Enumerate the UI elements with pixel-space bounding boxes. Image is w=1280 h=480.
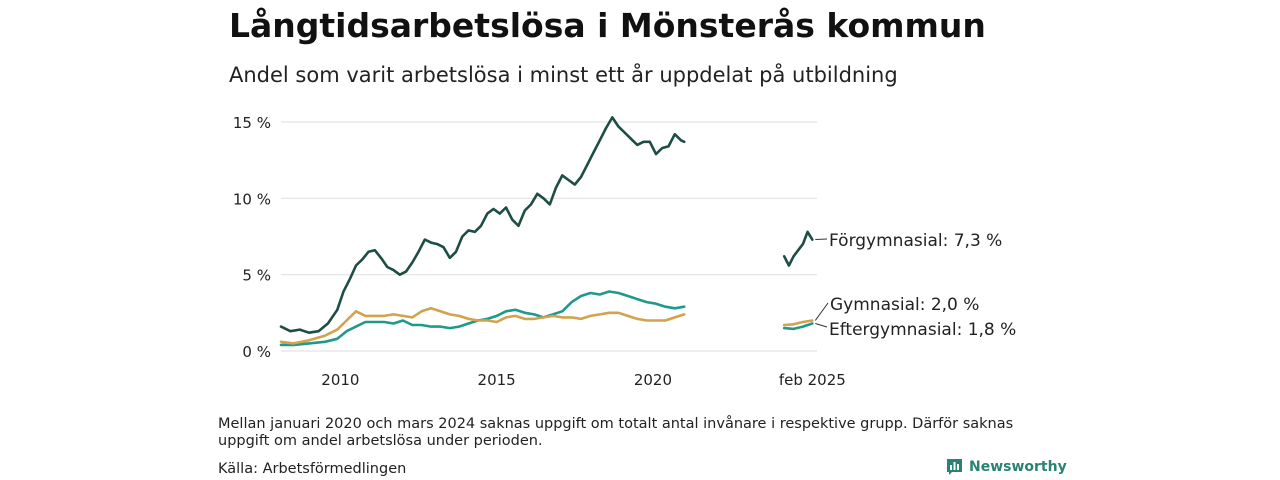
- chart-title: Långtidsarbetslösa i Mönsterås kommun: [229, 6, 986, 45]
- series-eftergymnasial: [279, 290, 814, 347]
- x-tick-label: 2020: [634, 371, 672, 389]
- series-line: [279, 307, 686, 345]
- x-tick-label: feb 2025: [779, 371, 846, 389]
- y-tick-label: 15 %: [233, 114, 271, 132]
- y-tick-label: 5 %: [242, 267, 271, 285]
- series-layer: [279, 116, 814, 347]
- series-end-label: Eftergymnasial: 1,8 %: [829, 320, 1016, 340]
- brand: Newsworthy: [946, 458, 1067, 475]
- series-end-labels: Förgymnasial: 7,3 % Gymnasial: 2,0 % Efter…: [814, 231, 1016, 340]
- tick-labels: 0 % 5 % 10 % 15 % 2010 2015 2020 feb 2025: [233, 114, 846, 389]
- series-line: [782, 230, 814, 267]
- series-line: [279, 116, 686, 334]
- series-end-label: Gymnasial: 2,0 %: [830, 295, 979, 315]
- y-tick-label: 10 %: [233, 190, 271, 208]
- series-line: [782, 319, 814, 327]
- series-line: [279, 290, 686, 347]
- label-connector: [815, 238, 828, 241]
- y-tick-label: 0 %: [242, 343, 271, 361]
- series-förgymnasial: [279, 116, 814, 334]
- chart-subtitle: Andel som varit arbetslösa i minst ett å…: [229, 63, 898, 87]
- label-connector: [815, 323, 828, 328]
- x-tick-label: 2010: [321, 371, 359, 389]
- line-chart: 0 % 5 % 10 % 15 % 2010 2015 2020 feb 2025 Förgy…: [233, 114, 1016, 389]
- footnote: Mellan januari 2020 och mars 2024 saknas…: [218, 416, 1014, 449]
- grid-layer: [281, 121, 817, 352]
- series-line: [782, 322, 814, 331]
- label-connector: [814, 302, 829, 321]
- series-gymnasial: [279, 307, 814, 345]
- series-end-label: Förgymnasial: 7,3 %: [829, 231, 1002, 251]
- x-tick-label: 2015: [478, 371, 516, 389]
- brand-name: Newsworthy: [969, 458, 1067, 475]
- newsworthy-logo-icon: [947, 459, 962, 475]
- source-text: Källa: Arbetsförmedlingen: [218, 461, 407, 477]
